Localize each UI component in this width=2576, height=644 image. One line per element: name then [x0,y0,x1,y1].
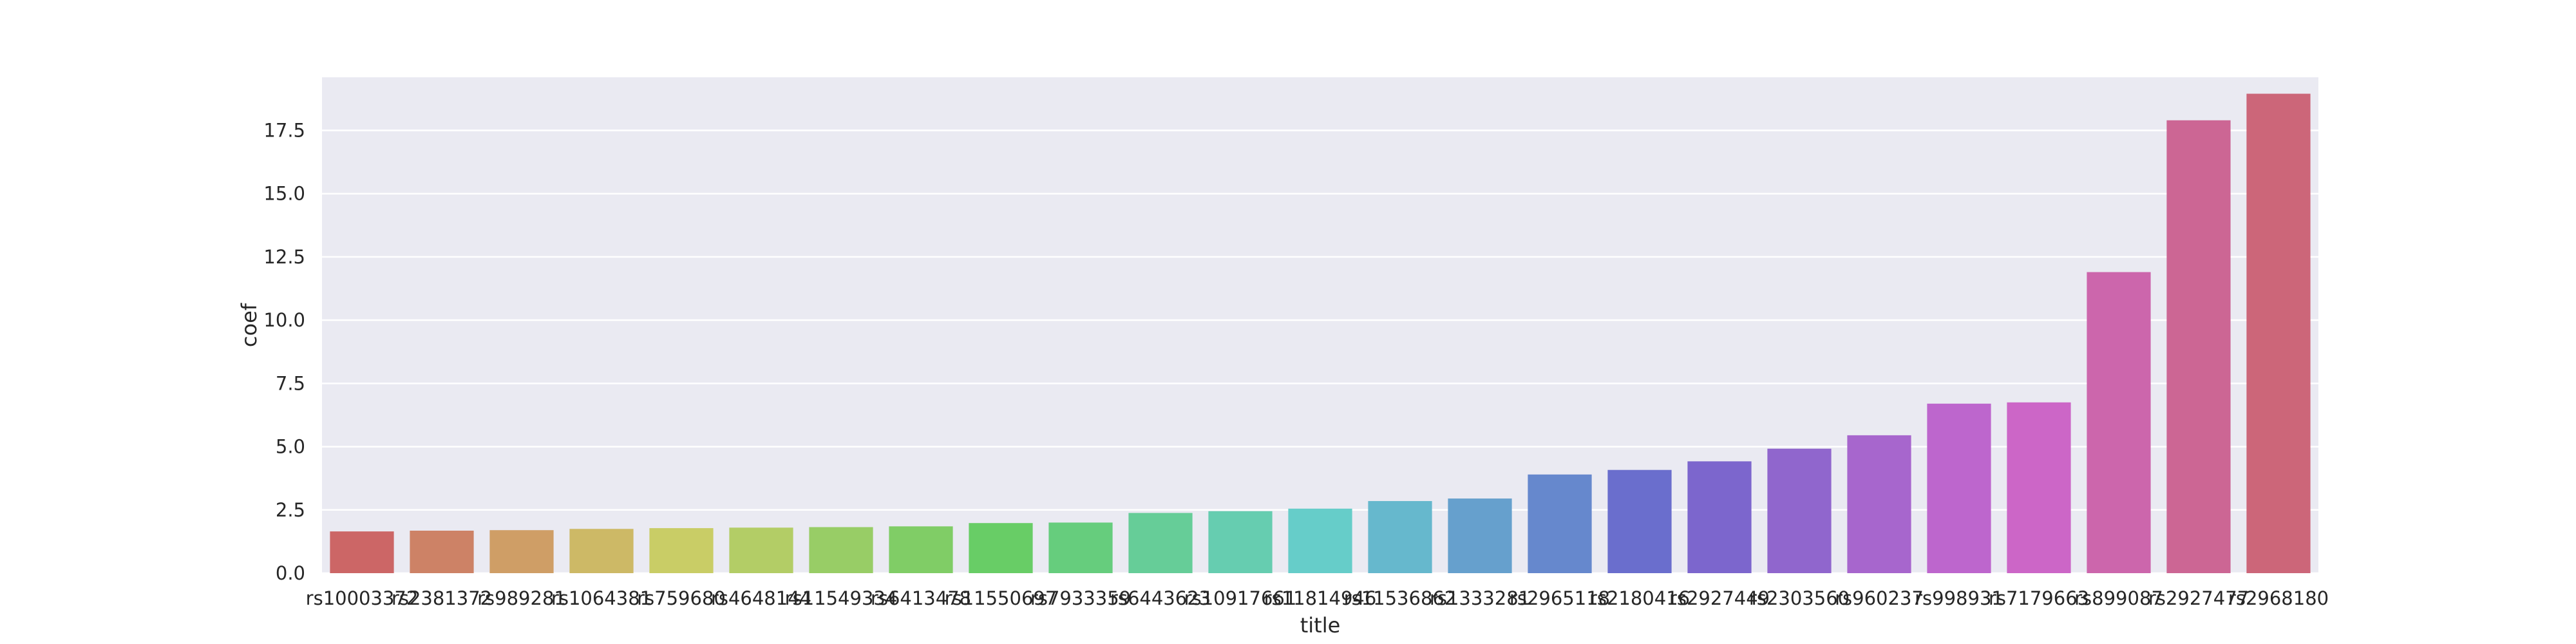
bar-rs1333281 [1448,498,1512,573]
y-tick-label: 17.5 [263,120,305,142]
x-tick-label: rs11814946 [1264,587,1377,609]
bar-rs2180416 [1607,469,1672,573]
x-tick-label: rs11549334 [785,587,898,609]
bar-rs7179663 [2007,402,2071,573]
bar-rs2965118 [1528,474,1592,573]
x-tick-label: rs759680 [637,587,726,609]
bar-rs11550697 [969,523,1033,573]
x-tick-label: rs989281 [477,587,566,609]
x-tick-label: rs6413478 [871,587,971,609]
bar-rs6413478 [889,526,953,573]
y-tick-label: 15.0 [263,183,305,205]
bar-rs7933359 [1048,522,1113,573]
bar-rs960237 [1847,435,1911,573]
x-tick-label: rs998931 [1915,587,2003,609]
x-tick-label: rs960237 [1835,587,1924,609]
x-tick-label: rs2927449 [1669,587,1770,609]
x-tick-label: rs2927477 [2148,587,2249,609]
x-tick-label: rs2968180 [2228,587,2329,609]
y-tick-labels: 0.0 2.5 5.0 7.5 10.0 12.5 15.0 17.5 [263,120,305,585]
bar-rs759680 [649,528,714,573]
bar-rs899087 [2087,272,2151,573]
bar-rs10917661 [1208,511,1273,573]
x-axis-label: title [1300,613,1341,638]
x-tick-label: rs1333281 [1430,587,1530,609]
x-tick-label: rs899087 [2074,587,2163,609]
bar-rs2303560 [1767,448,1832,573]
y-tick-label: 7.5 [276,372,305,394]
y-tick-label: 10.0 [263,309,305,331]
y-tick-label: 2.5 [276,499,305,521]
x-tick-label: rs11536862 [1344,587,1457,609]
x-tick-label: rs2303560 [1749,587,1850,609]
bar-rs998931 [1927,403,1991,573]
x-tick-label: rs10003372 [306,587,419,609]
bar-rs11814946 [1288,508,1352,573]
bar-rs10003372 [330,531,394,573]
bar-rs4648144 [729,527,793,573]
bar-rs2381372 [410,531,474,573]
bar-rs2927449 [1687,461,1752,573]
y-tick-label: 5.0 [276,436,305,458]
y-axis-label: coef [237,303,261,347]
x-tick-label: rs11550697 [945,587,1057,609]
bar-rs989281 [489,530,554,573]
x-tick-label: rs2965118 [1510,587,1610,609]
bar-rs1064381 [569,529,634,573]
x-tick-label: rs6443623 [1110,587,1211,609]
bar-rs11549334 [809,527,873,573]
y-tick-label: 12.5 [263,246,305,268]
x-tick-label: rs4648144 [711,587,811,609]
x-tick-label: rs2381372 [392,587,492,609]
x-tick-labels: rs10003372rs2381372rs989281rs1064381rs75… [306,587,2329,609]
y-tick-label: 0.0 [276,562,305,584]
x-tick-label: rs7933359 [1030,587,1131,609]
bars [330,93,2311,574]
bar-rs2968180 [2246,93,2311,574]
bar-rs2927477 [2166,120,2231,574]
x-tick-label: rs7179663 [1989,587,2089,609]
x-tick-label: rs2180416 [1589,587,1690,609]
bar-rs6443623 [1128,513,1193,573]
bar-rs11536862 [1368,501,1432,573]
x-tick-label: rs1064381 [551,587,652,609]
x-tick-label: rs10917661 [1184,587,1297,609]
